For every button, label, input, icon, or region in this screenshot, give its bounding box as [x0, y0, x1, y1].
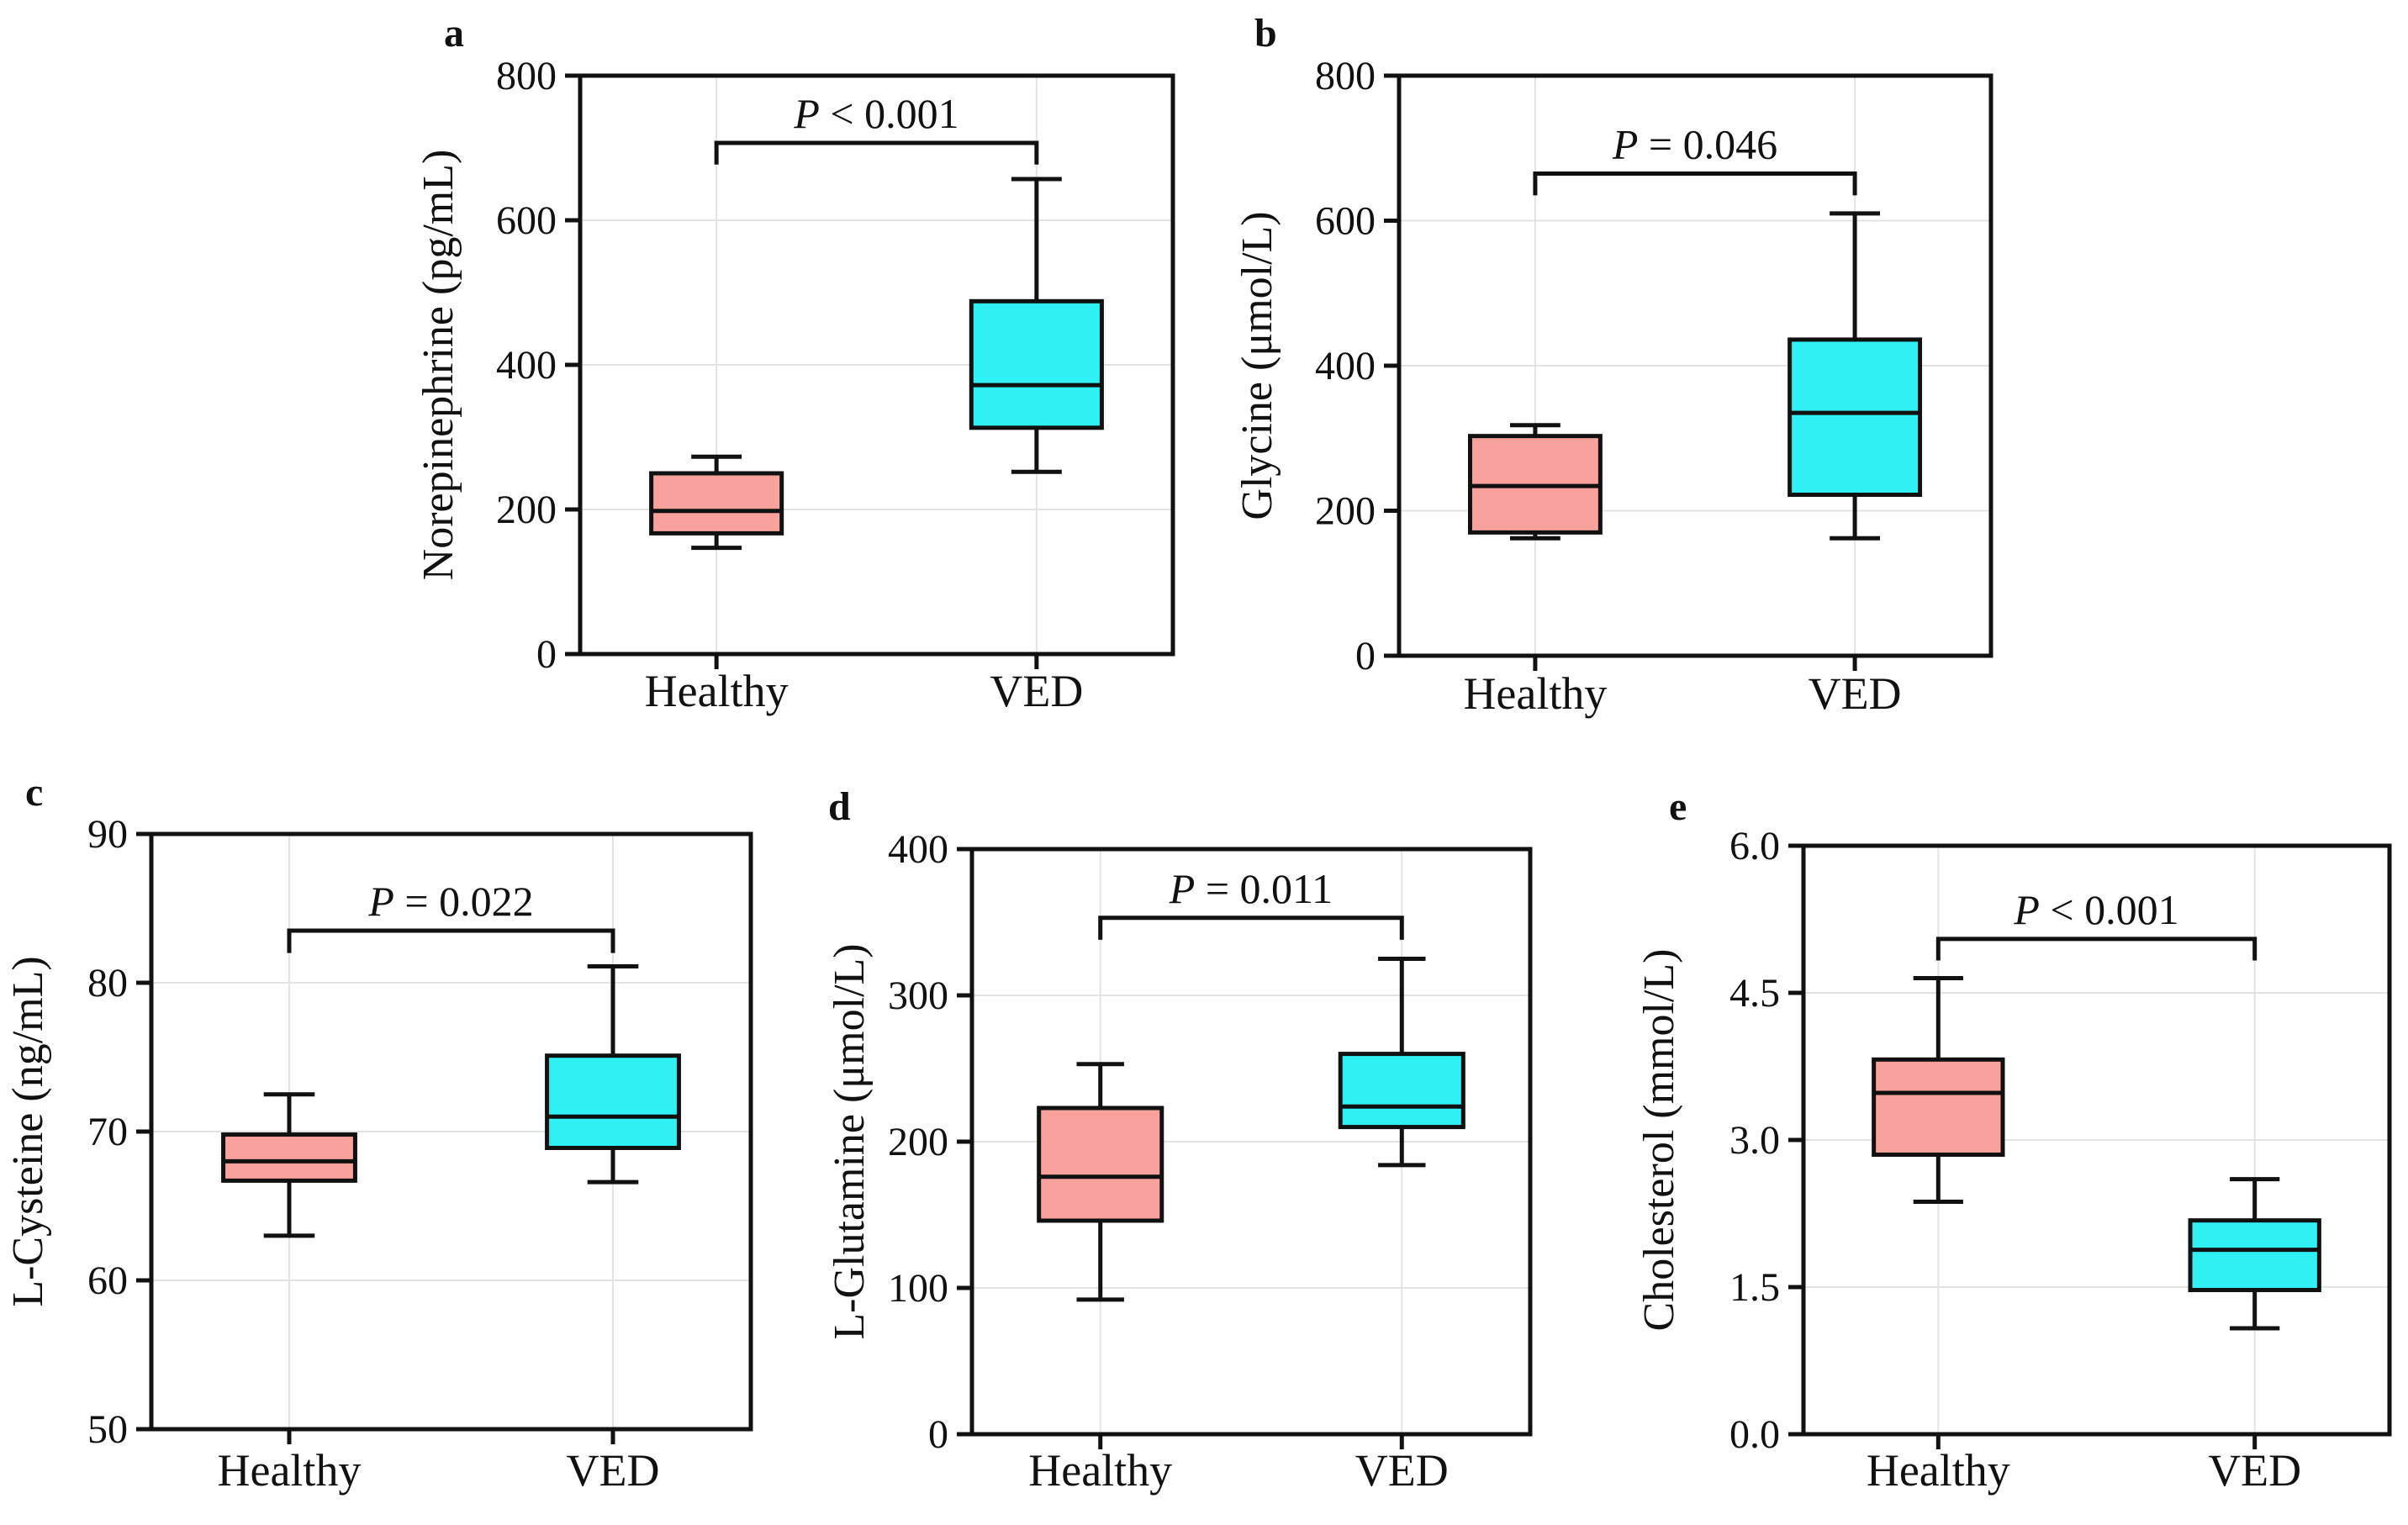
- box-iqr: [1872, 1057, 2005, 1158]
- box-ved: [2188, 1177, 2321, 1331]
- y-tick-label: 0: [536, 632, 557, 677]
- significance-bracket: [1098, 916, 1404, 940]
- x-tick-label: Healthy: [645, 666, 789, 716]
- significance-bracket: [714, 140, 1039, 165]
- panel-letter: e: [1669, 784, 1687, 829]
- panel-letter: b: [1254, 11, 1277, 55]
- y-tick-label: 100: [888, 1266, 948, 1311]
- box-ved: [969, 177, 1104, 474]
- box-iqr: [545, 1053, 681, 1150]
- chart-panel-a: 0 200 400 600 800 Healthy VED Norepinephrine (p…: [415, 11, 1175, 716]
- x-tick-label: VED: [1809, 668, 1902, 719]
- box-ved: [1788, 211, 1923, 541]
- y-tick-label: 90: [87, 812, 128, 857]
- p-value-label: P = 0.011: [1169, 865, 1333, 912]
- x-tick-label: VED: [1355, 1445, 1449, 1496]
- y-axis-label: L-Cysteine (ng/mL): [4, 956, 52, 1306]
- significance-bracket: [1533, 171, 1857, 196]
- y-tick-label: 400: [888, 827, 948, 872]
- panel-letter: a: [444, 11, 464, 55]
- p-value-label: P < 0.001: [793, 90, 958, 137]
- y-tick-label: 400: [496, 343, 557, 388]
- box-iqr: [221, 1132, 357, 1183]
- y-tick-label: 0.0: [1729, 1412, 1780, 1457]
- box-ved: [1338, 957, 1465, 1168]
- significance-bracket: [1935, 937, 2258, 961]
- significance-bracket: [287, 928, 615, 953]
- y-tick-label: 80: [87, 961, 128, 1005]
- p-symbol: P: [1169, 865, 1196, 912]
- y-tick-label: 600: [496, 198, 557, 243]
- y-tick-label: 4.5: [1729, 971, 1780, 1016]
- box-iqr: [1788, 337, 1923, 498]
- y-tick-label: 800: [496, 54, 557, 98]
- p-value-label: P < 0.001: [2013, 886, 2178, 933]
- x-tick-label: Healthy: [1028, 1445, 1172, 1496]
- box-healthy: [221, 1092, 357, 1238]
- chart-panel-b: 0 200 400 600 800 Healthy VED Glycine (μmol/L) b…: [1233, 11, 1993, 719]
- p-symbol: P: [793, 90, 820, 137]
- x-tick-label: VED: [2208, 1445, 2301, 1496]
- box-healthy: [1872, 976, 2005, 1204]
- p-symbol: P: [1612, 120, 1639, 167]
- panel-letter: d: [828, 784, 851, 829]
- box-iqr: [2188, 1218, 2321, 1292]
- y-axis-label: Norepinephrine (pg/mL): [415, 150, 462, 581]
- y-tick-label: 200: [496, 488, 557, 532]
- y-tick-label: 0: [1355, 634, 1376, 678]
- y-tick-label: 50: [87, 1407, 128, 1452]
- y-tick-label: 200: [888, 1120, 948, 1164]
- y-axis-label: L-Glutamine (μmol/L): [826, 943, 874, 1339]
- p-value-text: = 0.046: [1638, 120, 1777, 167]
- y-tick-label: 3.0: [1729, 1118, 1780, 1163]
- p-symbol: P: [367, 878, 394, 925]
- x-tick-label: VED: [567, 1445, 660, 1496]
- y-axis-label: Glycine (μmol/L): [1233, 211, 1281, 520]
- p-value-text: < 0.001: [2040, 886, 2179, 933]
- chart-panel-e: 0.0 1.5 3.0 4.5 6.0 Healthy VED Cholesterol (mm…: [1635, 784, 2392, 1496]
- y-tick-label: 6.0: [1729, 824, 1780, 868]
- y-tick-label: 600: [1315, 199, 1376, 244]
- x-tick-label: Healthy: [1463, 668, 1607, 719]
- x-tick-label: VED: [990, 666, 1083, 716]
- y-tick-label: 200: [1315, 489, 1376, 534]
- x-tick-label: Healthy: [218, 1445, 362, 1496]
- y-tick-label: 60: [87, 1259, 128, 1303]
- box-iqr: [969, 298, 1104, 430]
- p-value-text: < 0.001: [820, 90, 959, 137]
- box-healthy: [1467, 423, 1603, 541]
- y-tick-label: 1.5: [1729, 1265, 1780, 1310]
- x-tick-label: Healthy: [1867, 1445, 2010, 1496]
- panel-letter: c: [25, 770, 43, 815]
- chart-panel-d: 0 100 200 300 400 Healthy VED L-Glutamine (μmol…: [826, 784, 1533, 1496]
- chart-panel-c: 50 60 70 80 90 Healthy VED L-Cysteine (ng/mL) c P…: [4, 770, 753, 1496]
- box-healthy: [1037, 1062, 1164, 1302]
- box-ved: [545, 964, 681, 1185]
- p-value-label: P = 0.022: [367, 878, 533, 925]
- y-tick-label: 70: [87, 1110, 128, 1154]
- y-axis-label: Cholesterol (mmol/L): [1635, 949, 1683, 1332]
- y-tick-label: 400: [1315, 344, 1376, 388]
- box-healthy: [649, 454, 784, 551]
- box-iqr: [649, 471, 784, 536]
- y-tick-label: 800: [1315, 54, 1376, 98]
- p-value-text: = 0.022: [394, 878, 534, 925]
- p-symbol: P: [2013, 886, 2040, 933]
- y-tick-label: 0: [928, 1412, 948, 1457]
- p-value-text: = 0.011: [1195, 865, 1333, 912]
- box-iqr: [1338, 1052, 1465, 1130]
- p-value-label: P = 0.046: [1612, 120, 1777, 167]
- y-tick-label: 300: [888, 974, 948, 1018]
- box-iqr: [1037, 1105, 1164, 1223]
